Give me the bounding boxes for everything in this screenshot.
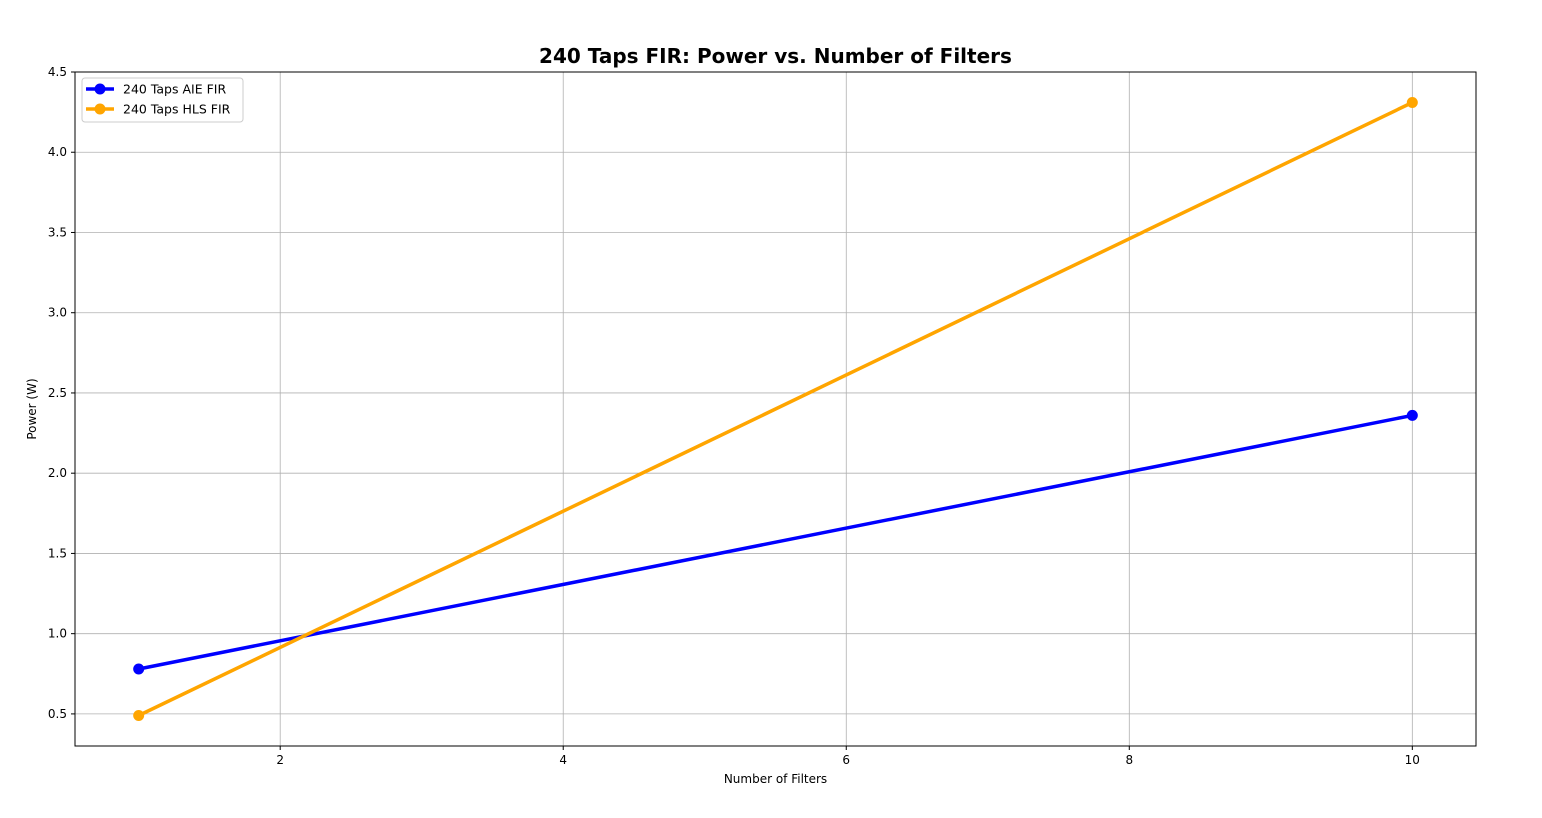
y-tick-label: 1.0 [48, 627, 67, 641]
data-point [133, 710, 145, 722]
y-tick-label: 4.5 [48, 65, 67, 79]
y-tick-label: 0.5 [48, 707, 67, 721]
legend-entry-label: 240 Taps AIE FIR [123, 82, 226, 97]
legend-box [81, 77, 244, 123]
series-line-2 [136, 100, 1415, 718]
x-axis-label: Number of Filters [724, 772, 827, 786]
legend-swatch-marker [94, 83, 106, 95]
data-point [1406, 409, 1418, 421]
y-tick-label: 2.0 [48, 466, 67, 480]
x-tick-label: 2 [276, 753, 284, 767]
series-line-1 [136, 413, 1415, 671]
plot-frame [74, 71, 1477, 747]
y-axis-label: Power (W) [25, 378, 39, 439]
y-tick-label: 4.0 [48, 145, 67, 159]
x-tick-label: 8 [1125, 753, 1133, 767]
data-point [1406, 96, 1418, 108]
y-tick-label: 2.5 [48, 386, 67, 400]
legend: 240 Taps AIE FIR 240 Taps HLS FIR [81, 77, 244, 123]
y-tick-label: 3.0 [48, 306, 67, 320]
legend-entry-label: 240 Taps HLS FIR [123, 102, 231, 117]
x-tick-label: 4 [559, 753, 567, 767]
legend-swatch-marker [94, 103, 106, 115]
x-tick-label: 10 [1405, 753, 1420, 767]
y-tick-label: 1.5 [48, 546, 67, 560]
x-tick-label: 6 [842, 753, 850, 767]
series-layer [133, 96, 1418, 722]
y-tick-label: 3.5 [48, 225, 67, 239]
axis-ticks: 2 4 6 8 10 0.5 1.0 1.5 2.0 2.5 3.0 3.5 4.0 4.5 [48, 65, 1420, 767]
chart-title: 240 Taps FIR: Power vs. Number of Filter… [539, 44, 1012, 68]
data-point [133, 663, 145, 675]
